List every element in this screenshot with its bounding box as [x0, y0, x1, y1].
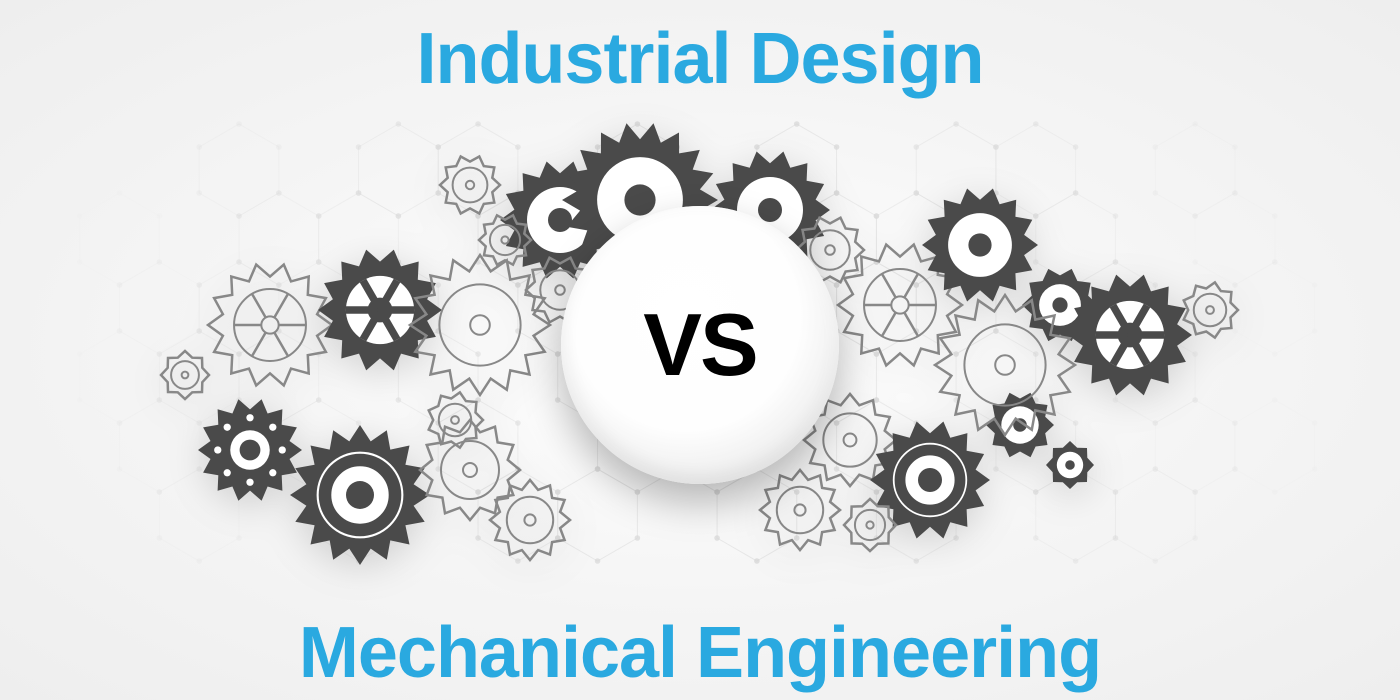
- top-title: Industrial Design: [0, 18, 1400, 100]
- graphic-band: VS: [0, 110, 1400, 580]
- center-circle: VS: [561, 206, 839, 484]
- center-vs-label: VS: [643, 294, 756, 396]
- bottom-title: Mechanical Engineering: [0, 612, 1400, 694]
